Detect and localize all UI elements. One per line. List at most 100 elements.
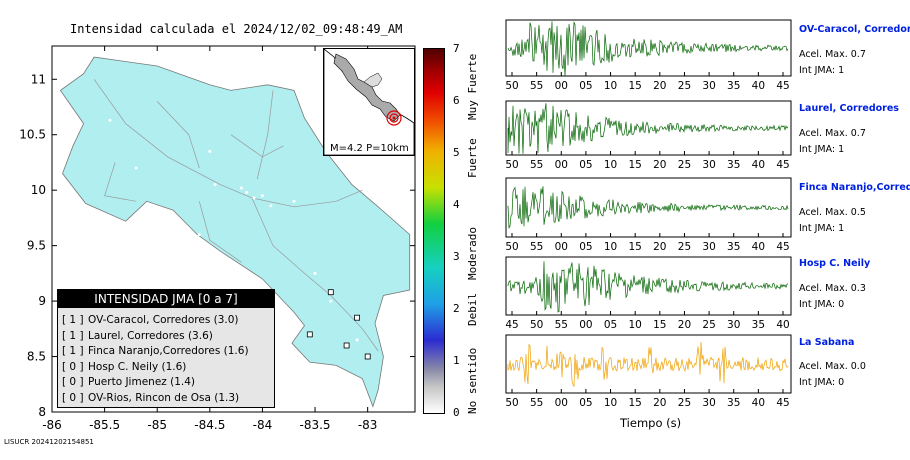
station-name: Hosp C. Neily: [799, 258, 871, 269]
lon-tick-label: -86: [42, 418, 62, 432]
station-marker: [354, 314, 361, 321]
inset-svg: [324, 49, 414, 155]
time-tick-label: 30: [727, 319, 740, 331]
town-marker: [208, 149, 212, 153]
time-tick-label: 10: [604, 397, 617, 409]
time-tick-label: 15: [653, 319, 666, 331]
time-tick-label: 35: [727, 241, 740, 253]
lat-tick-label: 8: [38, 405, 46, 419]
time-tick-label: 05: [579, 397, 592, 409]
time-tick-label: 40: [752, 241, 765, 253]
lat-tick-label: 9: [38, 294, 46, 308]
town-marker: [197, 233, 201, 236]
station-intensity: Int JMA: 1: [799, 144, 845, 155]
time-tick-label: 25: [678, 159, 691, 171]
time-tick-label: 05: [579, 159, 592, 171]
town-marker: [213, 183, 217, 187]
time-tick-label: 40: [776, 319, 789, 331]
time-tick-label: 15: [628, 159, 641, 171]
time-tick-label: 20: [653, 80, 666, 92]
legend-level: [ 0 ]: [62, 360, 84, 373]
station-intensity: Int JMA: 0: [799, 377, 845, 388]
time-tick-label: 25: [678, 80, 691, 92]
time-tick-label: 50: [505, 397, 518, 409]
lat-tick-label: 11: [31, 72, 46, 86]
colorbar-tick: 0: [453, 406, 460, 419]
road-line: [251, 197, 379, 352]
time-tick-label: 30: [702, 80, 715, 92]
town-marker: [329, 299, 333, 303]
time-tick-label: 25: [702, 319, 715, 331]
legend-level: [ 1 ]: [62, 314, 84, 326]
station-name: La Sabana: [799, 337, 855, 348]
town-marker: [269, 204, 273, 208]
time-tick-label: 30: [702, 241, 715, 253]
station-name: Laurel, Corredores: [799, 103, 899, 114]
town-marker: [292, 199, 296, 203]
legend-text: Finca Naranjo,Corredores (1.6): [88, 345, 249, 357]
time-tick-label: 00: [555, 397, 568, 409]
time-tick-label: 55: [530, 241, 543, 253]
legend-item: [ 1 ] OV-Caracol, Corredores (3.0): [62, 313, 274, 329]
time-tick-label: 15: [628, 397, 641, 409]
road-line: [198, 201, 242, 263]
map-frame-border: [51, 45, 416, 413]
time-tick-label: 05: [604, 319, 617, 331]
colorbar-tick: 6: [453, 94, 460, 107]
time-tick-label: 15: [628, 241, 641, 253]
lon-tick-label: -85: [147, 418, 167, 432]
time-tick-label: 15: [628, 80, 641, 92]
inset-epicenter-ring-outer: [386, 110, 402, 126]
legend-text: OV-Rios, Rincon de Osa (1.3): [88, 391, 240, 404]
road-line: [256, 90, 274, 180]
time-tick-label: 40: [752, 80, 765, 92]
station-marker: [306, 331, 313, 338]
colorbar-tick: 4: [453, 198, 460, 211]
time-tick-label: 00: [555, 80, 568, 92]
seismogram-trace: [507, 186, 789, 230]
legend-level: [ 1 ]: [62, 345, 84, 357]
legend-text: Puerto Jimenez (1.4): [88, 376, 196, 388]
town-marker: [260, 194, 264, 198]
town-marker: [245, 190, 249, 194]
time-tick-label: 55: [530, 159, 543, 171]
time-tick-label: 40: [752, 397, 765, 409]
lon-tick-label: -85.5: [89, 418, 120, 432]
town-marker: [313, 271, 317, 275]
time-tick-label: 35: [727, 397, 740, 409]
legend-level: [ 0 ]: [62, 391, 84, 404]
lat-tick-label: 10: [31, 183, 46, 197]
station-intensity: Int JMA: 1: [799, 223, 845, 234]
lon-tick-label: -84.5: [194, 418, 225, 432]
regional-inset-map: [323, 48, 415, 156]
time-tick-label: 35: [752, 319, 765, 331]
colorbar-tick: 1: [453, 354, 460, 367]
time-tick-label: 55: [530, 80, 543, 92]
costa-rica-landmass: [59, 56, 411, 408]
lon-tick-label: -83: [358, 418, 378, 432]
lon-tick-label: -84: [253, 418, 273, 432]
road-line: [104, 162, 137, 202]
station-accel: Acel. Max. 0.7: [799, 49, 866, 60]
time-tick-label: 40: [752, 159, 765, 171]
time-tick-label: 45: [776, 159, 789, 171]
time-tick-label: 00: [555, 241, 568, 253]
colorbar-tick: 3: [453, 250, 460, 263]
time-tick-label: 10: [604, 159, 617, 171]
station-marker: [327, 289, 334, 296]
legend-text: Laurel, Corredores (3.6): [88, 329, 213, 342]
intensity-colorbar: [423, 48, 445, 414]
legend-level: [ 1 ]: [62, 329, 84, 342]
legend-level: [ 0 ]: [62, 376, 84, 388]
map-title: Intensidad calculada el 2024/12/02_09:48…: [70, 22, 403, 36]
time-tick-label: 30: [702, 397, 715, 409]
time-tick-label: 50: [505, 241, 518, 253]
time-tick-label: 55: [555, 319, 568, 331]
waveform-panel-frame: [505, 334, 792, 394]
time-tick-label: 00: [579, 319, 592, 331]
lat-tick-label: 8.5: [27, 350, 46, 364]
town-marker: [134, 166, 138, 170]
seismogram-trace: [507, 21, 789, 76]
seismogram-trace: [507, 261, 789, 313]
